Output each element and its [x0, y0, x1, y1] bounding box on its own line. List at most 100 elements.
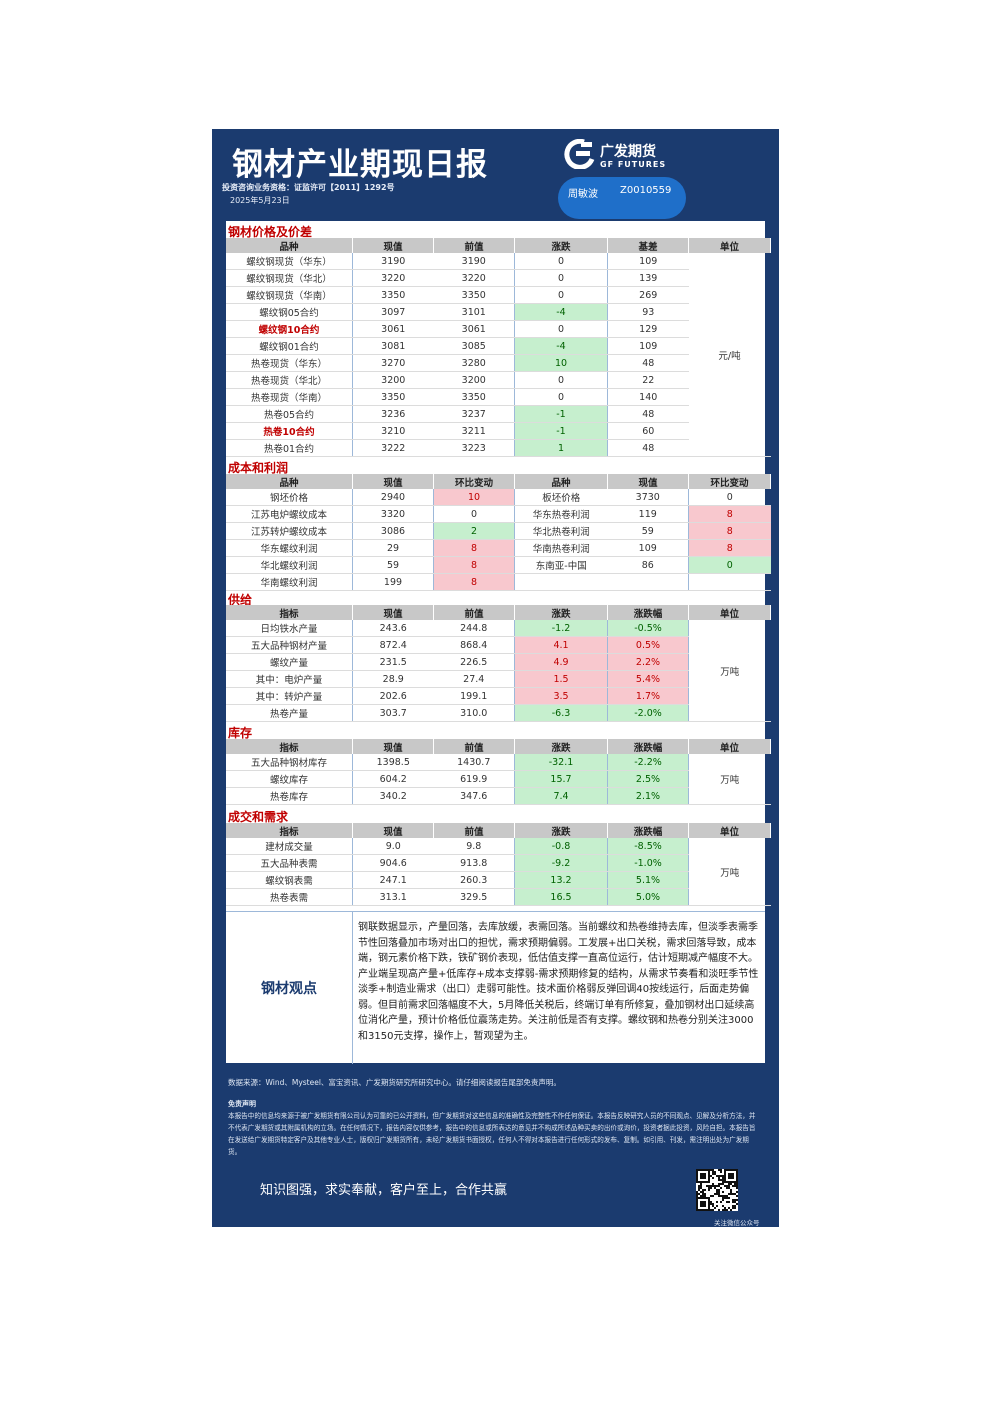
- change-percent: 1.7%: [608, 688, 689, 705]
- table-row: 江苏转炉螺纹成本 3086 2 华北热卷利润 59 8: [226, 523, 771, 540]
- table-header-row: 指标 现值 前值 涨跌 涨跌幅 单位: [226, 823, 771, 838]
- current-value: 59: [353, 557, 434, 574]
- change-value: 3.5: [515, 688, 608, 705]
- current-value: 86: [608, 557, 689, 574]
- table-row: 日均铁水产量 243.6 244.8 -1.2 -0.5% 万吨: [226, 620, 771, 637]
- row-name: 热卷05合约: [226, 406, 353, 423]
- report-page: 钢材产业期现日报 投资咨询业务资格：证监许可【2011】1292号 2025年5…: [212, 129, 779, 1227]
- column-header: 涨跌: [515, 823, 608, 838]
- previous-value: 226.5: [434, 654, 515, 671]
- row-name: 螺纹钢现货（华北）: [226, 270, 353, 287]
- qr-code-icon: [696, 1169, 738, 1211]
- view-label: 钢材观点: [226, 912, 353, 1064]
- previous-value: 3237: [434, 406, 515, 423]
- previous-value: 868.4: [434, 637, 515, 654]
- table-row: 华南螺纹利润 199 8: [226, 574, 771, 591]
- change-percent: 2.2%: [608, 654, 689, 671]
- license-text: 投资咨询业务资格：证监许可【2011】1292号: [222, 182, 395, 193]
- row-name: 东南亚-中国: [515, 557, 608, 574]
- change-percent: -8.5%: [608, 838, 689, 855]
- report-body: 钢材价格及价差 品种 现值 前值 涨跌 基差 单位 螺纹钢现货（华东） 3190 3190 0 10…: [226, 221, 765, 1063]
- change-percent: 2.5%: [608, 771, 689, 788]
- row-name: 五大品种表需: [226, 855, 353, 872]
- table-row: 螺纹钢现货（华东） 3190 3190 0 109 元/吨: [226, 253, 771, 270]
- change-value: 0: [515, 270, 608, 287]
- row-name: 热卷现货（华南）: [226, 389, 353, 406]
- basis-value: 93: [608, 304, 689, 321]
- previous-value: 329.5: [434, 889, 515, 906]
- change-value: 0: [515, 253, 608, 270]
- column-header: 现值: [353, 823, 434, 838]
- company-slogan: 知识图强，求实奉献，客户至上，合作共赢: [260, 1179, 507, 1198]
- change-value: 8: [434, 540, 515, 557]
- table-row: 五大品种钢材库存 1398.5 1430.7 -32.1 -2.2% 万吨: [226, 754, 771, 771]
- basis-value: 129: [608, 321, 689, 338]
- basis-value: 109: [608, 338, 689, 355]
- unit-label: 万吨: [689, 620, 771, 722]
- row-name: 热卷产量: [226, 705, 353, 722]
- change-value: 8: [689, 523, 771, 540]
- current-value: 313.1: [353, 889, 434, 906]
- current-value: 3190: [353, 253, 434, 270]
- previous-value: 3220: [434, 270, 515, 287]
- column-header: 单位: [689, 823, 771, 838]
- current-value: 872.4: [353, 637, 434, 654]
- column-header: 指标: [226, 823, 353, 838]
- current-value: 9.0: [353, 838, 434, 855]
- column-header: 现值: [353, 605, 434, 620]
- column-header: 涨跌: [515, 739, 608, 754]
- change-value: 0: [434, 506, 515, 523]
- row-name: 华北热卷利润: [515, 523, 608, 540]
- change-value: 15.7: [515, 771, 608, 788]
- change-value: -1: [515, 406, 608, 423]
- column-header: 现值: [353, 739, 434, 754]
- current-value: 243.6: [353, 620, 434, 637]
- row-name: 热卷10合约: [226, 423, 353, 440]
- change-value: 8: [689, 506, 771, 523]
- change-value: 10: [515, 355, 608, 372]
- table-row: 华东螺纹利润 29 8 华南热卷利润 109 8: [226, 540, 771, 557]
- row-name: 螺纹库存: [226, 771, 353, 788]
- row-name: 螺纹产量: [226, 654, 353, 671]
- change-percent: 5.1%: [608, 872, 689, 889]
- previous-value: 310.0: [434, 705, 515, 722]
- table-row: 华北螺纹利润 59 8 东南亚-中国 86 0: [226, 557, 771, 574]
- previous-value: 27.4: [434, 671, 515, 688]
- unit-label: 元/吨: [689, 253, 771, 457]
- current-value: 3350: [353, 287, 434, 304]
- column-header: 现值: [608, 474, 689, 489]
- previous-value: 3211: [434, 423, 515, 440]
- change-value: 0: [689, 557, 771, 574]
- inventory-table: 指标 现值 前值 涨跌 涨跌幅 单位 五大品种钢材库存 1398.5 1430.7 -32.1 -2…: [226, 739, 771, 805]
- row-name: 其中：转炉产量: [226, 688, 353, 705]
- column-header: 现值: [353, 238, 434, 253]
- row-name: [515, 574, 608, 591]
- current-value: 247.1: [353, 872, 434, 889]
- view-text: 钢联数据显示，产量回落，去库放缓，表需回落。当前螺纹和热卷维持去库，但淡季表需季…: [358, 920, 762, 1044]
- change-value: [689, 574, 771, 591]
- column-header: 单位: [689, 605, 771, 620]
- basis-value: 48: [608, 406, 689, 423]
- current-value: 3086: [353, 523, 434, 540]
- supply-table: 指标 现值 前值 涨跌 涨跌幅 单位 日均铁水产量 243.6 244.8 -1.2 -0.5% 万吨…: [226, 605, 771, 722]
- change-value: 0: [689, 489, 771, 506]
- previous-value: 3350: [434, 287, 515, 304]
- basis-value: 60: [608, 423, 689, 440]
- basis-value: 140: [608, 389, 689, 406]
- row-name: 五大品种钢材库存: [226, 754, 353, 771]
- qr-caption: 关注微信公众号: [714, 1217, 760, 1227]
- row-name: 螺纹钢现货（华东）: [226, 253, 353, 270]
- analyst-badge: 周敏波 Z0010559: [558, 177, 686, 219]
- row-name: 热卷现货（华北）: [226, 372, 353, 389]
- company-logo: 广发期货 GF FUTURES: [564, 139, 674, 171]
- current-value: 3061: [353, 321, 434, 338]
- change-value: 0: [515, 372, 608, 389]
- current-value: 28.9: [353, 671, 434, 688]
- change-value: -4: [515, 304, 608, 321]
- change-value: 0: [515, 321, 608, 338]
- current-value: 59: [608, 523, 689, 540]
- column-header: 指标: [226, 605, 353, 620]
- row-name: 华南螺纹利润: [226, 574, 353, 591]
- column-header: 现值: [353, 474, 434, 489]
- column-header: 单位: [689, 739, 771, 754]
